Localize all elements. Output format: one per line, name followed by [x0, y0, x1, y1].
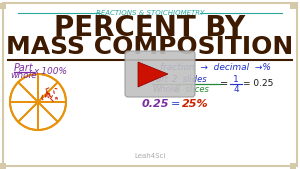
Bar [290, 3, 296, 9]
Text: 25%: 25% [182, 99, 208, 109]
Polygon shape [138, 62, 168, 87]
Text: 0.25: 0.25 [141, 99, 169, 109]
Text: =: = [170, 99, 180, 109]
Text: PERCENT BY: PERCENT BY [54, 14, 246, 42]
Text: =: = [220, 79, 228, 89]
Text: Whole: Whole [152, 84, 178, 93]
FancyBboxPatch shape [125, 51, 195, 97]
Text: 1: 1 [233, 76, 239, 84]
Text: fraction  →  decimal  →%: fraction → decimal →% [160, 64, 270, 73]
Text: = 0.25: = 0.25 [243, 79, 273, 89]
Text: REACTIONS & STOICHIOMETRY: REACTIONS & STOICHIOMETRY [96, 10, 204, 16]
Text: Leah4Sci: Leah4Sci [134, 153, 166, 159]
Text: 4: 4 [233, 84, 239, 93]
Bar [0, 3, 6, 9]
Text: Part: Part [14, 63, 34, 73]
Text: MASS COMPOSITION: MASS COMPOSITION [6, 35, 294, 59]
Bar [290, 163, 296, 169]
Text: Part: Part [152, 75, 169, 83]
Bar [0, 163, 6, 169]
Text: 8  slices: 8 slices [175, 84, 209, 93]
Text: whole: whole [11, 71, 37, 80]
Text: 2  slides: 2 slides [172, 75, 207, 83]
Text: x 100%: x 100% [33, 67, 67, 77]
